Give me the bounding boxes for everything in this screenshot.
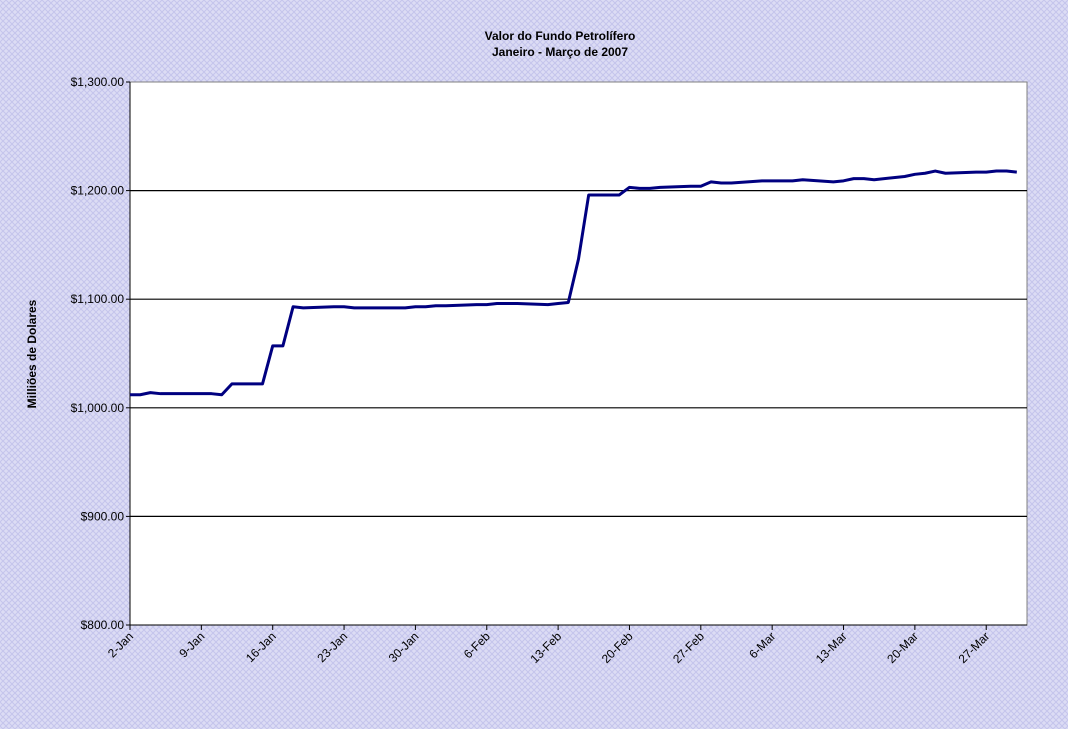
chart-title: Valor do Fundo Petrolífero — [485, 29, 636, 43]
y-tick-label: $900.00 — [81, 509, 125, 523]
y-axis-title: Milliões de Dolares — [25, 299, 39, 408]
y-tick-label: $1,300.00 — [71, 75, 125, 89]
y-tick-label: $1,100.00 — [71, 292, 125, 306]
y-tick-label: $1,000.00 — [71, 401, 125, 415]
plot-area — [129, 81, 1028, 626]
chart-subtitle: Janeiro - Março de 2007 — [492, 45, 628, 59]
y-tick-label: $1,200.00 — [71, 184, 125, 198]
y-tick-label: $800.00 — [81, 618, 125, 632]
series-line — [130, 169, 1017, 397]
